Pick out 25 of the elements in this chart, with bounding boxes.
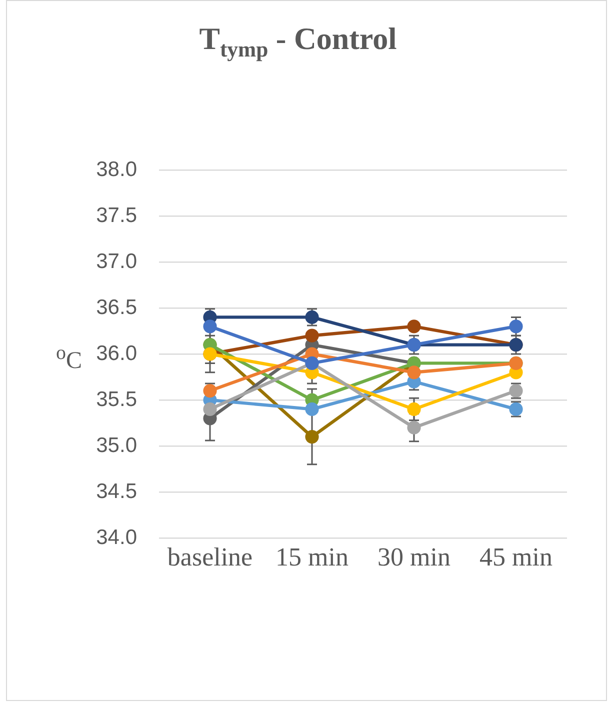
x-tick-label: 15 min <box>276 542 348 572</box>
y-tick-label: 38.0 <box>96 158 137 181</box>
y-tick-label: 34.0 <box>96 526 137 549</box>
y-tick-label: 35.5 <box>96 388 137 411</box>
point <box>407 420 421 434</box>
point <box>509 320 523 334</box>
point <box>305 402 319 416</box>
point <box>203 402 217 416</box>
chart-title: T$_{tymp}$ - Control <box>198 20 398 64</box>
point <box>407 366 421 380</box>
y-tick-label: 34.5 <box>96 480 137 503</box>
point <box>305 430 319 444</box>
point <box>407 320 421 334</box>
y-tick-label: 35.0 <box>96 434 137 457</box>
y-tick-label: 37.5 <box>96 204 137 227</box>
x-tick-label: baseline <box>167 542 253 572</box>
y-axis-title: $^{o}$C <box>56 341 82 376</box>
x-tick-label: 45 min <box>480 542 552 572</box>
point <box>305 328 319 342</box>
point <box>203 320 217 334</box>
y-tick-label: 36.0 <box>96 342 137 365</box>
point <box>407 402 421 416</box>
y-tick-label: 36.5 <box>96 296 137 319</box>
y-tick-label: 37.0 <box>96 250 137 273</box>
x-tick-label: 30 min <box>378 542 450 572</box>
